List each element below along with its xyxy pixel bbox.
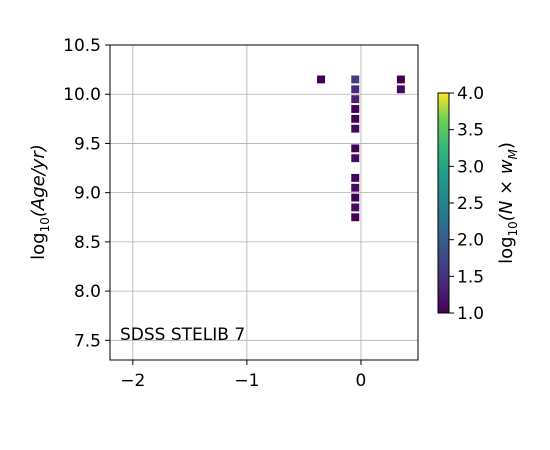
plot-frame [109,44,419,361]
heatmap-cell [351,105,360,113]
colorbar-tick-label: 2.0 [457,231,484,251]
x-axis-ticks: −2 −1 0 [120,360,366,391]
colorbar-tick-label: 3.0 [457,157,484,177]
y-tick-label: 10.5 [63,36,101,56]
x-tick-label: −1 [234,371,259,391]
grid-lines [110,44,418,360]
x-tick-label: 0 [356,371,367,391]
x-tick-label: −2 [120,371,145,391]
y-tick-label: 9.5 [74,134,101,154]
heatmap-cell [351,203,360,212]
colorbar-gradient [437,92,450,314]
y-tick-label: 7.5 [74,331,101,351]
heatmap-cell [351,85,360,94]
heatmap-cell [351,144,360,153]
colorbar-label: log10(N × wM) [496,142,520,264]
heatmap-cell [396,85,405,94]
y-tick-label: 10.0 [63,85,101,105]
colorbar-tick-label: 1.5 [457,267,484,287]
heatmap-cell [351,173,360,182]
heatmap-cell [351,114,360,123]
heatmap-cell [317,75,326,84]
dataset-annotation: SDSS STELIB 7 [120,325,245,345]
colorbar-tick-label: 1.0 [457,304,484,324]
heatmap-cell [351,213,360,222]
y-tick-label: 9.0 [74,184,101,204]
heatmap-cells [317,75,405,222]
y-axis-label: log10(Age/yr) [28,144,52,260]
heatmap-cell [351,75,360,84]
colorbar: 1.0 1.5 2.0 2.5 3.0 3.5 4.0 log10(N × wM) [437,84,520,324]
colorbar-tick-label: 4.0 [457,84,484,104]
colorbar-tick-label: 2.5 [457,194,484,214]
heatmap-cell [351,124,360,133]
y-axis-ticks: 7.5 8.0 8.5 9.0 9.5 10.0 10.5 [63,36,110,351]
heatmap-cell [351,154,360,163]
heatmap-cell [351,183,360,192]
y-tick-label: 8.0 [74,282,101,302]
heatmap-cell [396,75,405,84]
colorbar-tick-label: 3.5 [457,121,484,141]
y-tick-label: 8.5 [74,233,101,253]
heatmap-cell [351,95,360,104]
colorbar-ticks: 1.0 1.5 2.0 2.5 3.0 3.5 4.0 [449,84,484,324]
heatmap-cell [351,193,360,202]
plot-area: −2 −1 0 7.5 8.0 8.5 9.0 9.5 10.0 10.5 SDSS STELI… [63,36,419,391]
